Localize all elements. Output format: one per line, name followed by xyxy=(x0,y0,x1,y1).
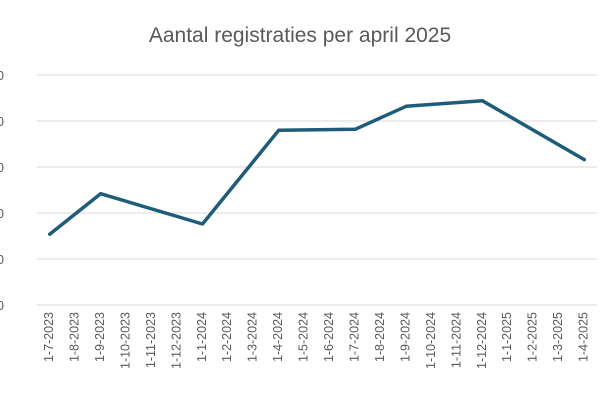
x-tick-label: 1-9-2023 xyxy=(93,312,107,362)
x-tick-label: 1-3-2025 xyxy=(551,312,565,362)
x-tick-label: 1-11-2024 xyxy=(449,312,463,368)
x-tick-label: 1-12-2024 xyxy=(475,312,489,369)
y-tick-label: 1150 xyxy=(0,68,4,83)
chart-title: Aantal registraties per april 2025 xyxy=(148,24,452,47)
x-tick-label: 1-6-2024 xyxy=(322,312,336,362)
y-tick-label: 1050 xyxy=(0,160,4,175)
x-tick-label: 1-8-2023 xyxy=(67,312,81,362)
data-point xyxy=(480,99,484,103)
x-tick-label: 1-10-2024 xyxy=(424,312,438,369)
x-tick-label: 1-7-2024 xyxy=(347,312,361,362)
x-tick-label: 1-2-2024 xyxy=(220,312,234,362)
data-point xyxy=(48,232,52,236)
x-tick-label: 1-1-2025 xyxy=(500,312,514,362)
y-tick-label: 1000 xyxy=(0,206,4,221)
x-tick-label: 1-10-2023 xyxy=(118,312,132,369)
x-tick-label: 1-3-2024 xyxy=(246,312,260,362)
x-tick-label: 1-11-2023 xyxy=(144,312,158,368)
data-point xyxy=(353,127,357,131)
x-tick-label: 1-8-2024 xyxy=(373,312,387,362)
x-tick-label: 1-5-2024 xyxy=(297,312,311,362)
series-line xyxy=(47,99,587,236)
data-point xyxy=(582,158,586,162)
y-tick-label: 1100 xyxy=(0,114,4,129)
x-tick-label: 1-4-2025 xyxy=(577,312,591,362)
x-tick-label: 1-12-2023 xyxy=(169,312,183,369)
y-tick-label: 950 xyxy=(0,252,4,267)
data-point xyxy=(200,222,204,226)
x-tick-label: 1-4-2024 xyxy=(271,312,285,362)
x-tick-label: 1-1-2024 xyxy=(195,312,209,362)
x-tick-label: 1-7-2023 xyxy=(42,312,56,362)
y-tick-label: 900 xyxy=(0,298,4,313)
x-tick-label: 1-2-2025 xyxy=(526,312,540,362)
data-point xyxy=(277,128,281,132)
x-tick-label: 1-9-2024 xyxy=(398,312,412,362)
data-point xyxy=(404,104,408,108)
data-point xyxy=(99,192,103,196)
